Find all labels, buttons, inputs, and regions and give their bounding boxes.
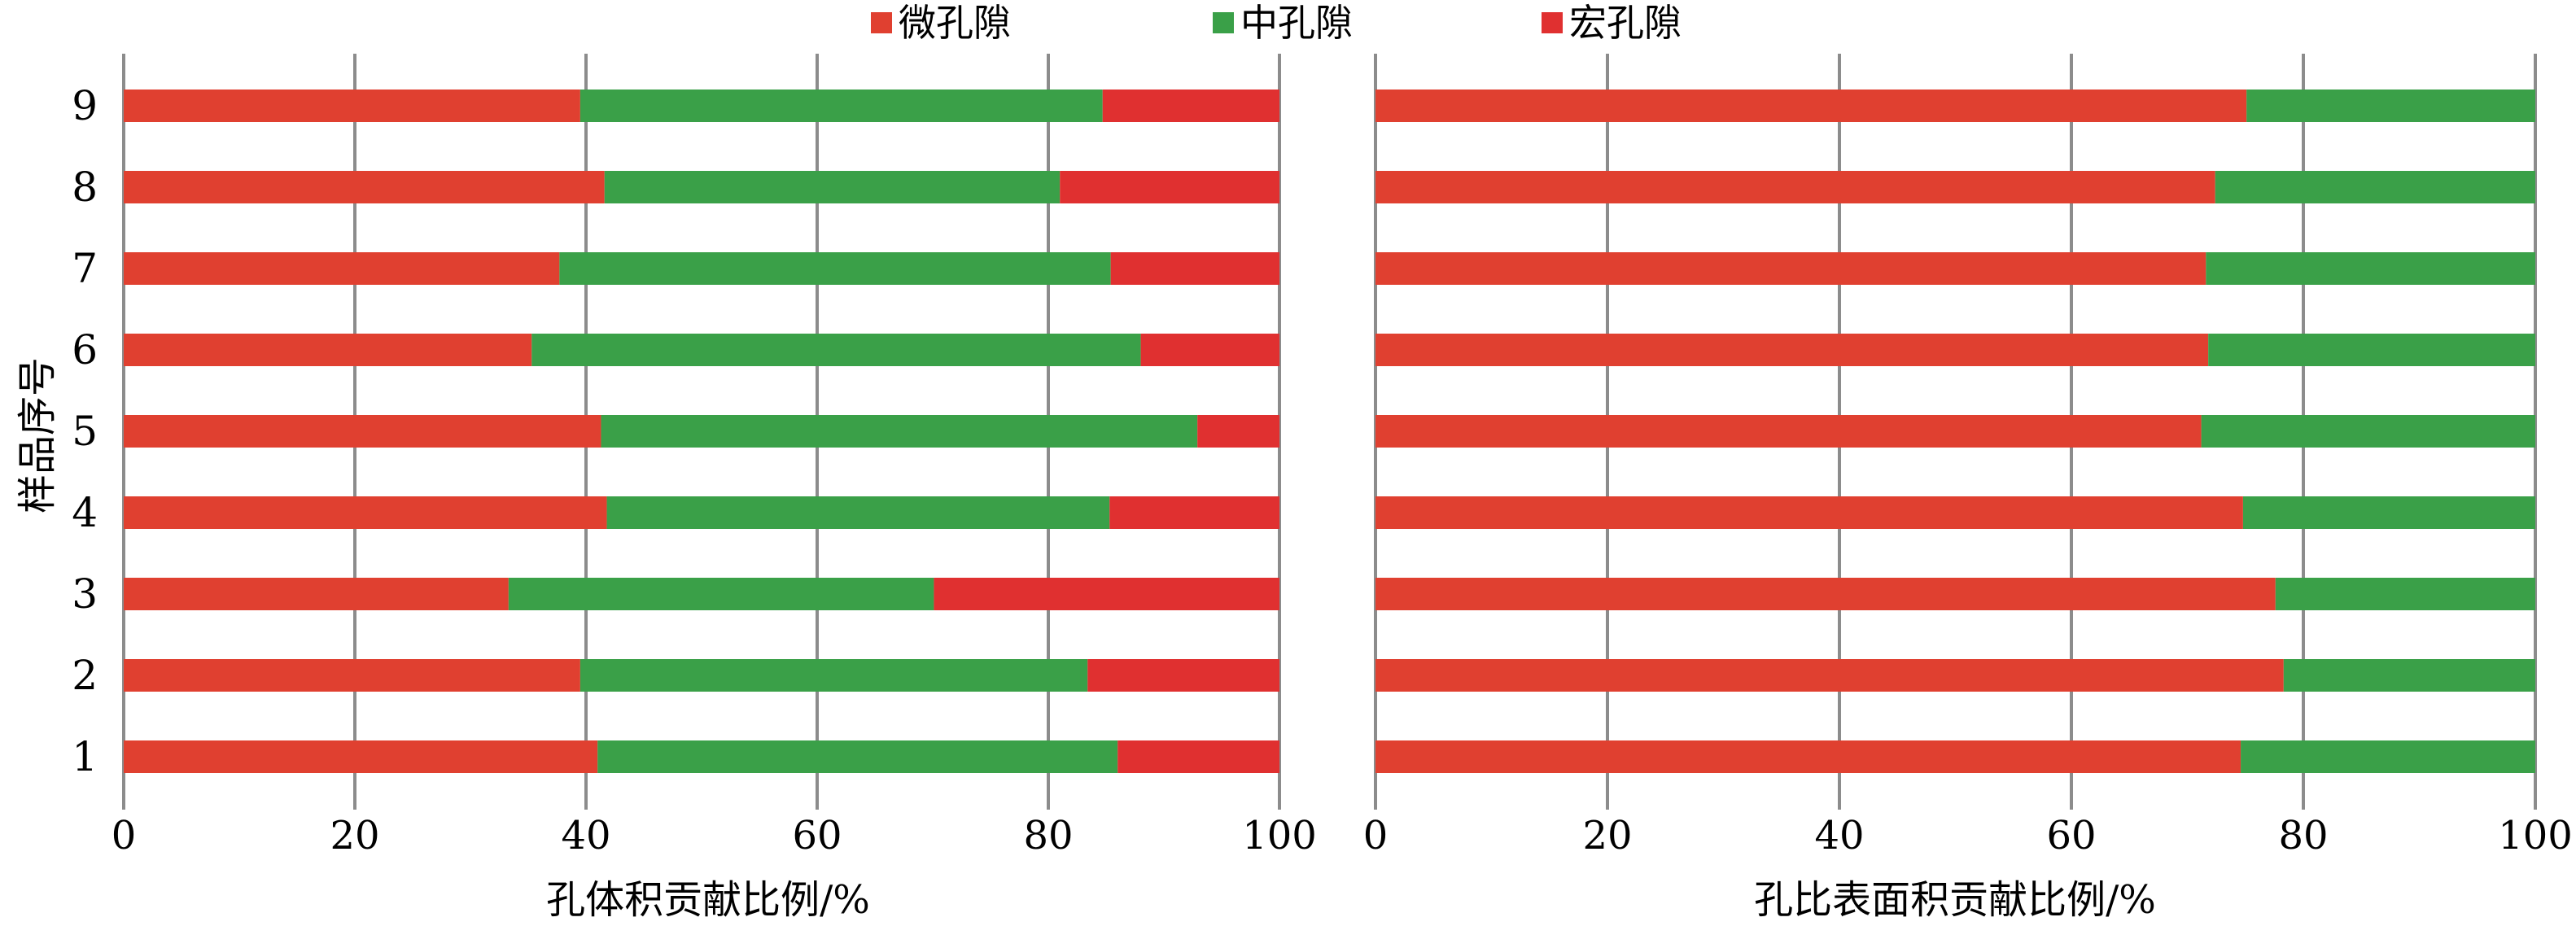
x-tick-label-left-40: 40 xyxy=(561,813,610,858)
bar-right-sample5-series0 xyxy=(1375,415,2202,448)
x-tick-label-left-100: 100 xyxy=(1242,813,1317,858)
bar-left-sample8-series1 xyxy=(604,171,1061,203)
bar-left-sample2-series2 xyxy=(1087,659,1279,692)
bar-left-sample7-series2 xyxy=(1110,252,1279,285)
bar-left-sample9-series2 xyxy=(1102,90,1279,122)
x-tick-label-left-20: 20 xyxy=(330,813,379,858)
bar-left-sample9-series0 xyxy=(124,90,580,122)
y-tick-label-8: 8 xyxy=(72,164,98,211)
legend-swatch-micro xyxy=(871,12,892,33)
bar-right-sample8-series0 xyxy=(1375,171,2215,203)
bar-right-sample1-series0 xyxy=(1375,740,2241,773)
y-tick-label-1: 1 xyxy=(72,733,98,780)
bar-left-sample3-series0 xyxy=(124,578,509,610)
x-tick-label-right-40: 40 xyxy=(1814,813,1864,858)
bar-left-sample7-series1 xyxy=(559,252,1111,285)
y-axis-title: 样品序号 xyxy=(15,357,60,513)
legend-label-micro: 微孔隙 xyxy=(899,1,1011,45)
legend-label-meso: 中孔隙 xyxy=(1240,1,1353,45)
bar-left-sample8-series2 xyxy=(1060,171,1279,203)
panel-pore-volume: 1 2 3 4 5 6 7 8 9 0 20 40 60 80 100 孔体积贡献比例/% xyxy=(72,54,1317,923)
bar-right-sample9-series0 xyxy=(1375,90,2247,122)
legend-label-macro: 宏孔隙 xyxy=(1569,1,1682,45)
x-tick-label-right-80: 80 xyxy=(2278,813,2328,858)
x-tick-label-right-0: 0 xyxy=(1363,813,1389,858)
bar-left-sample5-series0 xyxy=(124,415,601,448)
y-tick-label-4: 4 xyxy=(72,489,98,536)
bar-left-sample4-series1 xyxy=(606,496,1110,529)
x-tick-label-right-60: 60 xyxy=(2046,813,2096,858)
bar-left-sample4-series0 xyxy=(124,496,607,529)
bar-right-sample6-series0 xyxy=(1375,334,2209,366)
bar-left-sample1-series2 xyxy=(1117,740,1279,773)
bar-left-sample1-series0 xyxy=(124,740,598,773)
y-tick-label-6: 6 xyxy=(72,326,98,373)
x-axis-title-right: 孔比表面积贡献比例/% xyxy=(1754,877,2156,923)
legend: 微孔隙 中孔隙 宏孔隙 xyxy=(871,1,1682,45)
legend-swatch-macro xyxy=(1542,12,1563,33)
bar-left-sample5-series2 xyxy=(1197,415,1279,448)
bar-right-sample2-series1 xyxy=(2283,659,2535,692)
bar-left-sample2-series0 xyxy=(124,659,580,692)
bar-right-sample3-series0 xyxy=(1375,578,2276,610)
bar-left-sample3-series2 xyxy=(934,578,1279,610)
y-tick-label-2: 2 xyxy=(72,652,98,699)
bar-left-sample5-series1 xyxy=(601,415,1198,448)
bar-left-sample6-series0 xyxy=(124,334,532,366)
x-axis-title-left: 孔体积贡献比例/% xyxy=(546,877,870,923)
bar-right-sample1-series1 xyxy=(2241,740,2535,773)
bar-left-sample9-series1 xyxy=(579,90,1103,122)
legend-swatch-meso xyxy=(1213,12,1234,33)
bar-left-sample7-series0 xyxy=(124,252,560,285)
panel-surface-area: 0 20 40 60 80 100 孔比表面积贡献比例/% xyxy=(1363,54,2573,923)
bar-left-sample1-series1 xyxy=(597,740,1118,773)
bar-right-sample7-series1 xyxy=(2206,252,2535,285)
x-tick-label-right-20: 20 xyxy=(1582,813,1632,858)
bar-right-sample9-series1 xyxy=(2246,90,2535,122)
bar-right-sample4-series0 xyxy=(1375,496,2243,529)
bar-left-sample6-series2 xyxy=(1140,334,1279,366)
bar-left-sample8-series0 xyxy=(124,171,605,203)
bar-right-sample2-series0 xyxy=(1375,659,2284,692)
bar-right-sample5-series1 xyxy=(2201,415,2535,448)
x-tick-label-left-80: 80 xyxy=(1023,813,1073,858)
bar-right-sample6-series1 xyxy=(2208,334,2535,366)
y-tick-label-9: 9 xyxy=(72,82,98,129)
y-tick-label-7: 7 xyxy=(72,245,98,292)
x-tick-label-left-60: 60 xyxy=(792,813,842,858)
bar-right-sample8-series1 xyxy=(2215,171,2535,203)
bar-left-sample3-series1 xyxy=(508,578,934,610)
bar-right-sample7-series0 xyxy=(1375,252,2206,285)
x-tick-label-right-100: 100 xyxy=(2498,813,2573,858)
bar-right-sample3-series1 xyxy=(2275,578,2535,610)
bar-left-sample6-series1 xyxy=(531,334,1141,366)
bar-left-sample2-series1 xyxy=(579,659,1088,692)
bar-right-sample4-series1 xyxy=(2242,496,2535,529)
bar-left-sample4-series2 xyxy=(1109,496,1279,529)
y-tick-label-5: 5 xyxy=(72,408,98,455)
y-tick-label-3: 3 xyxy=(72,570,98,618)
x-tick-label-left-0: 0 xyxy=(112,813,137,858)
